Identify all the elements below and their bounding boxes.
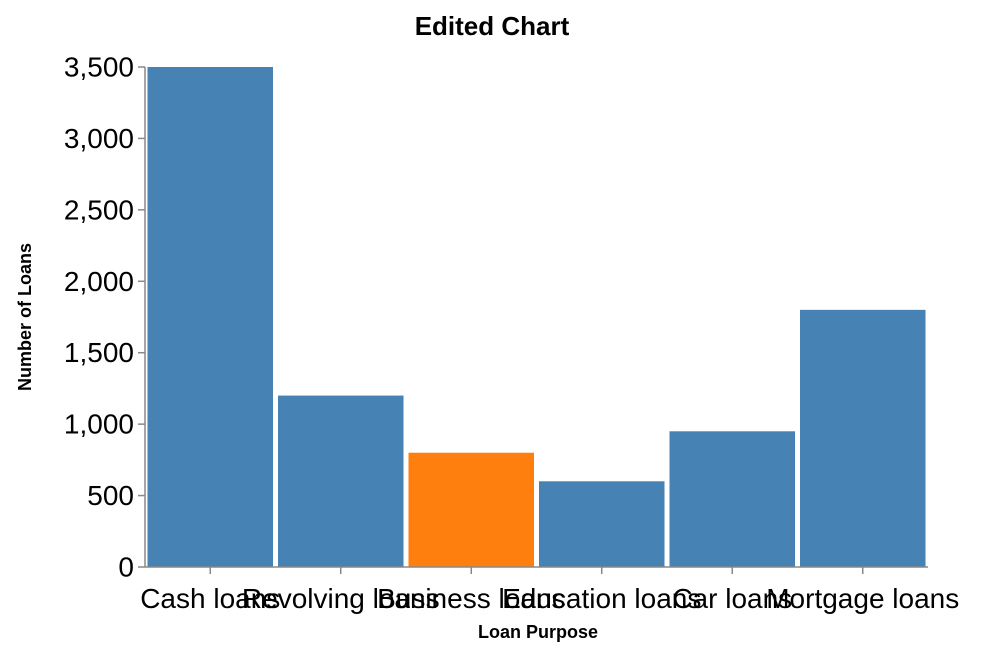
y-tick-label: 2,000 [64,266,134,297]
x-tick-label-cash-loans: Cash loans [140,583,280,614]
y-tick-label: 3,000 [64,123,134,154]
y-tick-label: 2,500 [64,194,134,225]
y-axis: 0 500 1,000 1,500 2,000 2,500 3,000 3,500 [64,52,146,583]
bar-cash-loans [147,67,273,567]
chart-title: Edited Chart [415,11,570,41]
bars-layer [147,67,926,567]
bar-mortgage-loans [800,309,926,567]
bar-business-loans [408,452,534,567]
x-tick-label-education-loans: Education loans [502,583,701,614]
y-tick-label: 500 [87,480,134,511]
bar-revolving-loans [278,395,404,567]
x-axis-title: Loan Purpose [478,622,598,642]
y-tick-label: 0 [118,552,134,583]
x-tick-label-revolving-loans: Revolving loans [242,583,440,614]
y-axis-title: Number of Loans [15,243,35,391]
x-tick-label-business-loans: Business loans [377,583,565,614]
y-tick-label: 1,000 [64,409,134,440]
x-tick-label-mortgage-loans: Mortgage loans [766,583,959,614]
y-tick-label: 1,500 [64,337,134,368]
bar-car-loans [669,431,795,567]
x-tick-label-car-loans: Car loans [672,583,792,614]
bar-education-loans [539,481,665,567]
y-tick-label: 3,500 [64,52,134,83]
